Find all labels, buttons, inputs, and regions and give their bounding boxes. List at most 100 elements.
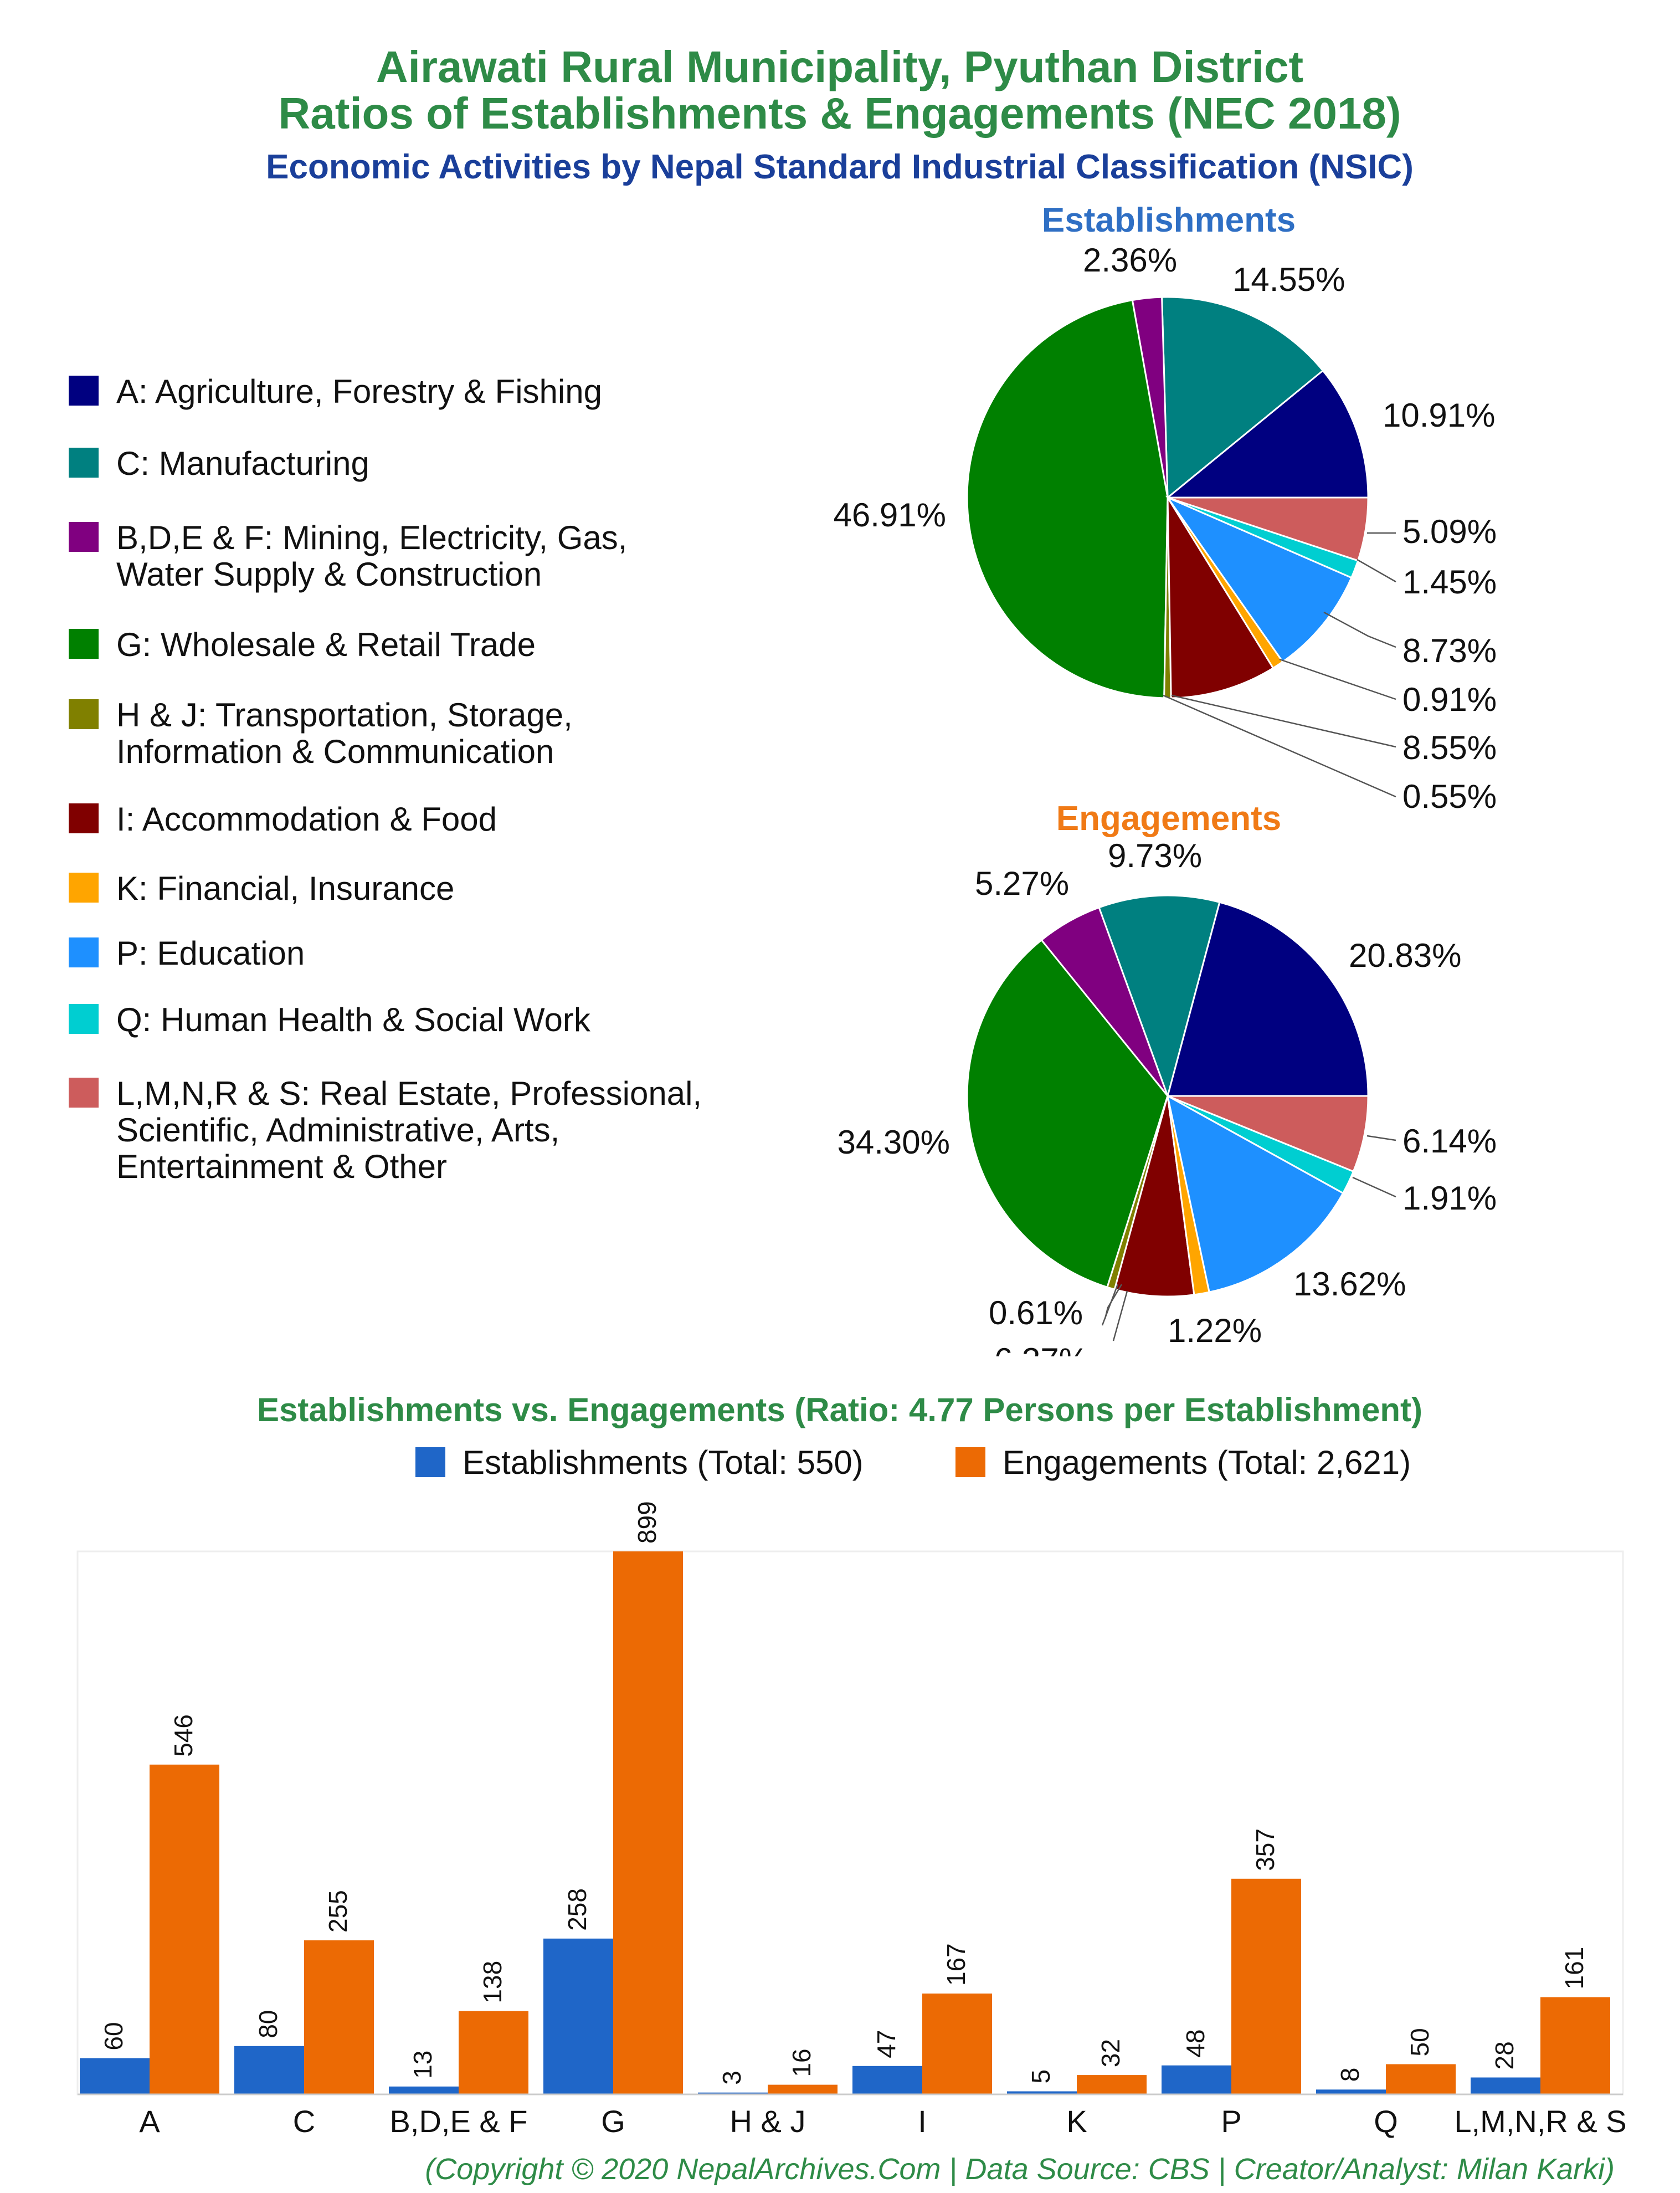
establishments-pct-label-3: 2.36% <box>1083 242 1177 279</box>
legend-label-1-line-1: A: Agriculture, Forestry & Fishing <box>116 373 602 410</box>
establishments-leader-line <box>1357 559 1396 583</box>
subtitle: Economic Activities by Nepal Standard In… <box>266 148 1414 186</box>
engagements-slice-a <box>1167 901 1369 1097</box>
establishments-value-label-h-j: 3 <box>717 2071 746 2085</box>
establishments-value-label-a: 60 <box>99 2022 128 2050</box>
legend-label-9-line-1: Q: Human Health & Social Work <box>116 1001 591 1038</box>
establishments-value-label-c: 80 <box>254 2010 282 2038</box>
establishments-bar-a <box>80 2058 150 2094</box>
legend-label-3-line-1: B,D,E & F: Mining, Electricity, Gas, <box>116 519 627 556</box>
category-tick-i: I <box>918 2104 927 2139</box>
main-title-line-2: Ratios of Establishments & Engagements (… <box>278 89 1401 138</box>
establishments-leader-line <box>1171 694 1396 748</box>
legend-label-establishments: Establishments (Total: 550) <box>463 1444 864 1481</box>
establishments-value-label-k: 5 <box>1026 2069 1055 2084</box>
establishments-pct-label-1: 10.91% <box>1383 397 1496 434</box>
category-tick-l-m-n-r-s: L,M,N,R & S <box>1454 2104 1626 2139</box>
establishments-slice-c <box>1161 296 1324 500</box>
establishments-bar-p <box>1162 2065 1231 2094</box>
legend-label-5-line-1: H & J: Transportation, Storage, <box>116 696 573 734</box>
establishments-pie-title: Establishments <box>1042 201 1296 239</box>
legend-swatch-2 <box>69 448 99 478</box>
engagements-pct-label-2: 9.73% <box>1108 837 1202 874</box>
engagements-value-label-g: 899 <box>633 1501 661 1544</box>
category-tick-c: C <box>293 2104 315 2139</box>
establishments-value-label-i: 47 <box>872 2030 901 2058</box>
establishments-slice-i <box>1167 494 1275 699</box>
establishments-bar-c <box>234 2046 304 2094</box>
legend-swatch-8 <box>69 937 99 967</box>
engagements-pct-label-1: 20.83% <box>1349 937 1462 974</box>
engagements-bar-i <box>922 1994 992 2094</box>
main-title-line-1: Airawati Rural Municipality, Pyuthan Dis… <box>376 42 1303 91</box>
engagements-pie: 20.83%9.73%5.27%34.30%0.61%6.37%1.22%13.… <box>838 837 1497 1390</box>
legend-label-4-line-1: G: Wholesale & Retail Trade <box>116 626 536 663</box>
engagements-pct-label-10: 6.14% <box>1402 1123 1497 1160</box>
establishments-value-label-q: 8 <box>1335 2068 1364 2082</box>
engagements-value-label-i: 167 <box>942 1943 970 1986</box>
footer-credit: (Copyright © 2020 NepalArchives.Com | Da… <box>425 2153 1615 2186</box>
engagements-bar-g <box>613 1551 683 2094</box>
engagements-pct-label-3: 5.27% <box>975 865 1069 902</box>
establishments-bar-g <box>543 1938 613 2094</box>
engagements-pct-label-8: 13.62% <box>1293 1265 1406 1303</box>
establishments-bar-h-j <box>698 2092 768 2094</box>
establishments-pct-label-8: 8.73% <box>1402 632 1497 669</box>
legend-swatch-4 <box>69 629 99 659</box>
establishments-pct-label-6: 8.55% <box>1402 729 1497 766</box>
legend-label-2-line-1: C: Manufacturing <box>116 445 369 482</box>
establishments-value-label-b-d-e-f: 13 <box>408 2051 437 2079</box>
engagements-slice-g <box>966 939 1169 1289</box>
engagements-pct-label-7: 1.22% <box>1168 1312 1262 1349</box>
engagements-leader-line <box>1366 1135 1396 1141</box>
legend-label-5-line-2: Information & Communication <box>116 733 554 770</box>
engagements-bar-k <box>1077 2075 1147 2094</box>
establishments-pct-label-10: 5.09% <box>1402 513 1497 550</box>
establishments-value-label-g: 258 <box>563 1888 592 1931</box>
engagements-leader-line <box>1101 1284 1119 1326</box>
engagements-value-label-l-m-n-r-s: 161 <box>1560 1947 1589 1990</box>
establishments-value-label-l-m-n-r-s: 28 <box>1490 2041 1519 2069</box>
legend-label-3-line-2: Water Supply & Construction <box>116 556 542 593</box>
engagements-bar-p <box>1231 1878 1301 2094</box>
legend-swatch-5 <box>69 699 99 729</box>
bar-chart: 60 546 A 80 255 C 13 138 B,D,E & F 258 899 G 3 16 H & … <box>78 1501 1627 2139</box>
engagements-bar-a <box>150 1764 219 2094</box>
legend-label-8-line-1: P: Education <box>116 935 305 972</box>
establishments-slice-g <box>966 299 1169 699</box>
establishments-pct-label-4: 46.91% <box>834 496 947 534</box>
engagements-pie-title: Engagements <box>1056 800 1282 838</box>
establishments-leader-line <box>1323 611 1396 648</box>
establishments-bar-q <box>1316 2089 1386 2094</box>
engagements-value-label-k: 32 <box>1096 2039 1125 2067</box>
establishments-bar-b-d-e-f <box>389 2086 459 2094</box>
legend-label-10-line-1: L,M,N,R & S: Real Estate, Professional, <box>116 1075 702 1112</box>
category-tick-k: K <box>1066 2104 1087 2139</box>
legend-swatch-1 <box>69 376 99 406</box>
establishments-bar-i <box>852 2066 922 2094</box>
legend-swatch-engagements <box>955 1447 985 1477</box>
establishments-bar-l-m-n-r-s <box>1471 2077 1540 2094</box>
establishments-bar-k <box>1007 2091 1077 2094</box>
legend-label-engagements: Engagements (Total: 2,621) <box>1003 1444 1411 1481</box>
establishments-pie: 10.91% 14.55% 2.36% 46.91% 0.55% 8.55% 0.91% 8.… <box>834 242 1497 815</box>
legend-swatch-6 <box>69 803 99 833</box>
engagements-bar-c <box>304 1940 374 2094</box>
legend-swatch-3 <box>69 522 99 552</box>
establishments-value-label-p: 48 <box>1181 2030 1210 2058</box>
establishments-leader-line <box>1279 658 1396 700</box>
establishments-pct-label-5: 0.55% <box>1402 778 1497 815</box>
engagements-leader-line <box>1352 1176 1396 1198</box>
establishments-pct-label-2: 14.55% <box>1232 261 1345 298</box>
engagements-value-label-p: 357 <box>1251 1828 1280 1871</box>
pie-clip-mask <box>942 1356 1440 1390</box>
engagements-pct-label-4: 34.30% <box>838 1124 951 1161</box>
establishments-slice-a <box>1165 369 1369 499</box>
engagements-value-label-q: 50 <box>1405 2028 1434 2056</box>
legend-label-10-line-3: Entertainment & Other <box>116 1148 447 1185</box>
establishments-pct-label-7: 0.91% <box>1402 681 1497 718</box>
establishments-slice-p <box>1165 495 1353 663</box>
bar-chart-legend: Establishments (Total: 550) Engagements … <box>415 1444 1411 1481</box>
